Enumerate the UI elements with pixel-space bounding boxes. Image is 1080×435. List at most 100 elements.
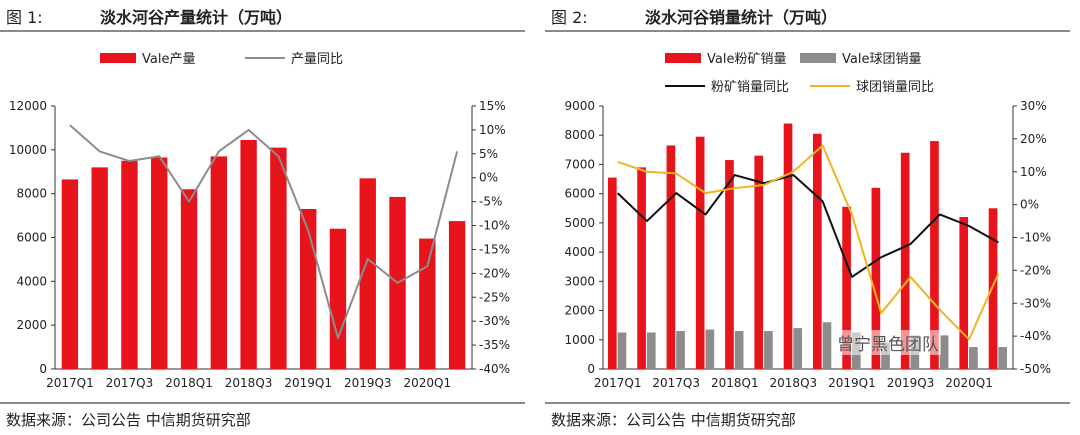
x-tick-label: 2020Q1 bbox=[404, 376, 452, 390]
legend-label: 粉矿销量同比 bbox=[711, 80, 789, 95]
bar-secondary bbox=[676, 331, 685, 369]
legend-label: Vale球团销量 bbox=[842, 52, 921, 67]
legend-swatch-bar bbox=[800, 53, 836, 63]
bar-secondary bbox=[939, 335, 949, 369]
y-tick-label-left: 6000 bbox=[564, 187, 595, 201]
y-tick-label-left: 1000 bbox=[564, 333, 595, 347]
bar-primary bbox=[270, 147, 287, 369]
y-tick-label-right: 5% bbox=[479, 147, 498, 161]
bar-primary bbox=[812, 133, 822, 369]
y-tick-label-right: 0% bbox=[479, 171, 498, 185]
x-tick-label: 2018Q3 bbox=[225, 376, 273, 390]
x-tick-label: 2017Q1 bbox=[46, 376, 94, 390]
bar-primary bbox=[448, 221, 466, 369]
x-tick-label: 2020Q1 bbox=[945, 376, 993, 390]
bar-primary bbox=[180, 189, 198, 369]
bar-secondary bbox=[764, 331, 773, 369]
bar-primary bbox=[930, 141, 939, 369]
y-tick-label-left: 2000 bbox=[16, 318, 47, 332]
bar-primary bbox=[240, 139, 257, 369]
bar-secondary bbox=[646, 332, 656, 369]
x-tick-label: 2019Q1 bbox=[828, 376, 876, 390]
line-series-1 bbox=[617, 144, 1000, 341]
bar-primary bbox=[637, 167, 646, 369]
bar-primary bbox=[91, 167, 108, 369]
figure-title: 淡水河谷产量统计（万吨） bbox=[100, 8, 293, 27]
x-tick-label: 2018Q1 bbox=[711, 376, 759, 390]
x-tick-label: 2019Q1 bbox=[284, 376, 332, 390]
y-tick-label-right: 15% bbox=[479, 99, 506, 113]
y-tick-label-right: -5% bbox=[479, 195, 502, 209]
bar-primary bbox=[121, 160, 138, 369]
bar-primary bbox=[359, 178, 376, 369]
y-tick-label-left: 9000 bbox=[564, 99, 595, 113]
y-tick-label-left: 7000 bbox=[564, 157, 595, 171]
legend-swatch-bar bbox=[100, 53, 136, 63]
y-tick-label-left: 0 bbox=[587, 362, 595, 376]
y-tick-label-left: 3000 bbox=[564, 274, 595, 288]
y-tick-label-left: 0 bbox=[39, 362, 47, 376]
sales-chart: 0 1000 2000 3000 4000 5000 6000 7000 8000 9000 30%… bbox=[564, 52, 1051, 390]
figure-label: 图 2: bbox=[551, 8, 588, 27]
x-tick-label: 2019Q3 bbox=[344, 376, 392, 390]
bar-secondary bbox=[705, 329, 715, 369]
y-tick-label-right: 20% bbox=[1020, 132, 1047, 146]
y-tick-label-left: 4000 bbox=[16, 274, 47, 288]
bar-primary bbox=[299, 209, 317, 369]
x-tick-label: 2017Q1 bbox=[594, 376, 642, 390]
y-tick-label-right: -30% bbox=[1020, 296, 1051, 310]
y-tick-label-left: 8000 bbox=[564, 128, 595, 142]
bar-primary bbox=[607, 177, 617, 369]
legend-label: 球团销量同比 bbox=[856, 80, 934, 95]
y-tick-label-right: -30% bbox=[479, 314, 510, 328]
bar-secondary bbox=[734, 331, 744, 369]
bar-secondary bbox=[881, 342, 890, 369]
figure-footer: 数据来源：公司公告 中信期货研究部 bbox=[0, 402, 525, 435]
bar-secondary bbox=[617, 332, 627, 369]
bar-primary bbox=[329, 228, 347, 369]
bar-secondary bbox=[998, 347, 1008, 369]
figure-header: 图 1: 淡水河谷产量统计（万吨） bbox=[0, 0, 525, 32]
y-tick-label-left: 2000 bbox=[564, 304, 595, 318]
legend-label: 产量同比 bbox=[291, 52, 343, 67]
y-tick-label-right: -20% bbox=[479, 266, 510, 280]
figure-1: 图 1: 淡水河谷产量统计（万吨） 0 2000 4000 6000 8000 10000… bbox=[0, 0, 535, 433]
line-series-0 bbox=[616, 174, 999, 278]
y-tick-label-right: -40% bbox=[1020, 329, 1051, 343]
bar-primary bbox=[871, 187, 881, 369]
legend-label: Vale产量 bbox=[142, 52, 195, 67]
bar-primary bbox=[419, 238, 436, 369]
legend-swatch-bar bbox=[665, 53, 701, 63]
x-tick-label: 2017Q3 bbox=[106, 376, 154, 390]
watermark: 曾宁黑色团队 bbox=[835, 330, 941, 355]
figure-title: 淡水河谷销量统计（万吨） bbox=[645, 8, 838, 27]
production-chart: 0 2000 4000 6000 8000 10000 12000 15% 10% 5% 0% -5%… bbox=[9, 52, 510, 390]
bar-primary bbox=[988, 208, 998, 369]
bar-primary bbox=[754, 155, 764, 369]
y-tick-label-left: 12000 bbox=[9, 99, 47, 113]
bar-secondary bbox=[822, 322, 832, 369]
y-tick-label-right: -15% bbox=[479, 242, 510, 256]
y-tick-label-left: 6000 bbox=[16, 231, 47, 245]
figure-footer: 数据来源：公司公告 中信期货研究部 bbox=[545, 402, 1070, 435]
y-tick-label-right: -50% bbox=[1020, 362, 1051, 376]
x-tick-label: 2017Q3 bbox=[652, 376, 700, 390]
y-tick-label-right: 0% bbox=[1020, 198, 1039, 212]
x-tick-label: 2018Q1 bbox=[165, 376, 213, 390]
y-tick-label-right: 10% bbox=[1020, 165, 1047, 179]
bar-primary bbox=[151, 157, 168, 369]
y-tick-label-right: -40% bbox=[479, 362, 510, 376]
bar-primary bbox=[210, 156, 228, 369]
source-note: 数据来源：公司公告 中信期货研究部 bbox=[6, 411, 251, 429]
bar-primary bbox=[842, 206, 851, 369]
x-tick-label: 2018Q3 bbox=[770, 376, 818, 390]
line-series-0 bbox=[69, 124, 459, 339]
y-tick-label-right: -35% bbox=[479, 338, 510, 352]
y-tick-label-left: 10000 bbox=[9, 143, 47, 157]
bar-secondary bbox=[793, 328, 803, 369]
source-note: 数据来源：公司公告 中信期货研究部 bbox=[551, 411, 796, 429]
y-tick-label-left: 4000 bbox=[564, 245, 595, 259]
legend-label: Vale粉矿销量 bbox=[707, 52, 786, 67]
bar-primary bbox=[666, 145, 676, 369]
y-tick-label-left: 8000 bbox=[16, 187, 47, 201]
